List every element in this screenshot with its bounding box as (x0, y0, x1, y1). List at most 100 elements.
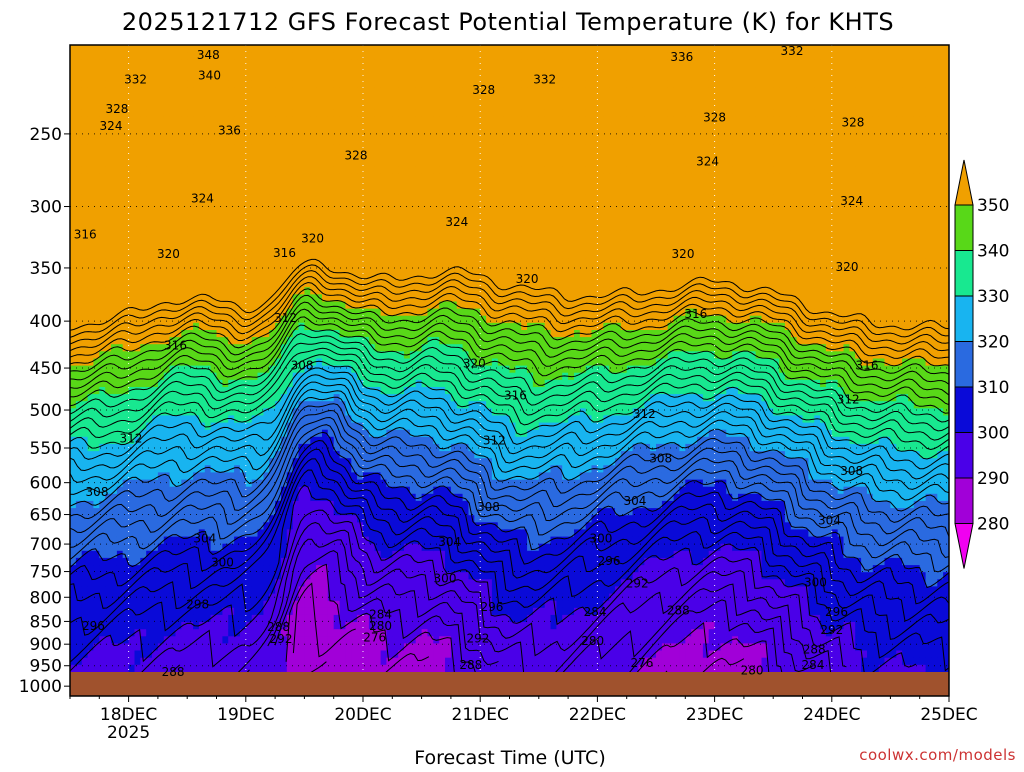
field-cell (257, 565, 264, 573)
field-cell (368, 600, 376, 609)
field-cell (152, 273, 159, 281)
field-cell (368, 59, 376, 67)
field-cell (386, 102, 393, 110)
field-cell (339, 123, 347, 132)
field-cell (70, 436, 77, 445)
field-cell (134, 550, 141, 559)
field-cell (357, 443, 364, 452)
field-cell (146, 144, 153, 153)
field-cell (128, 308, 136, 317)
field-cell (386, 629, 393, 637)
field-cell (275, 223, 282, 231)
field-cell (281, 593, 288, 602)
field-cell (105, 522, 112, 530)
field-cell (128, 557, 136, 566)
field-cell (298, 586, 305, 595)
field-cell (181, 607, 188, 616)
field-cell (87, 586, 95, 595)
field-cell (75, 216, 83, 224)
field-cell (368, 216, 376, 224)
field-cell (368, 201, 376, 210)
field-cell (169, 529, 177, 538)
field-cell (116, 94, 124, 103)
field-cell (193, 572, 200, 580)
field-cell (269, 216, 276, 224)
field-cell (380, 401, 388, 409)
field-cell (210, 664, 218, 673)
field-cell (116, 273, 124, 281)
field-cell (193, 387, 200, 395)
field-cell (87, 394, 95, 402)
field-cell (286, 102, 294, 110)
field-cell (357, 73, 364, 82)
field-cell (111, 465, 118, 473)
field-cell (368, 265, 376, 274)
field-cell (222, 500, 229, 509)
field-cell (87, 208, 95, 217)
field-cell (368, 622, 376, 630)
field-cell (187, 550, 194, 559)
field-cell (357, 664, 364, 673)
field-cell (81, 572, 89, 580)
field-cell (134, 643, 141, 652)
field-cell (75, 607, 83, 616)
field-cell (368, 180, 376, 189)
field-cell (146, 223, 153, 231)
field-cell (234, 429, 241, 438)
field-cell (269, 593, 276, 602)
field-cell (169, 465, 177, 473)
field-cell (275, 657, 282, 666)
field-cell (368, 387, 376, 395)
field-cell (204, 194, 212, 203)
field-cell (251, 52, 259, 60)
field-cell (81, 614, 89, 623)
field-cell (198, 216, 206, 224)
field-cell (363, 73, 370, 82)
field-cell (292, 315, 300, 324)
field-cell (216, 308, 223, 317)
field-cell (298, 87, 305, 96)
field-cell (157, 244, 165, 253)
field-cell (157, 657, 165, 666)
field-cell (345, 137, 352, 146)
field-cell (198, 280, 206, 288)
field-cell (116, 650, 124, 659)
field-cell (181, 287, 188, 295)
field-cell (357, 401, 364, 409)
field-cell (152, 550, 159, 559)
field-cell (210, 387, 218, 395)
field-cell (251, 351, 259, 359)
field-cell (386, 330, 393, 338)
field-cell (99, 208, 106, 217)
field-cell (157, 422, 165, 431)
field-cell (93, 358, 100, 367)
field-cell (322, 330, 329, 338)
field-cell (105, 493, 112, 502)
field-cell (181, 379, 188, 388)
field-cell (304, 614, 311, 623)
field-cell (310, 479, 317, 488)
field-cell (193, 159, 200, 167)
field-cell (222, 622, 229, 630)
field-cell (351, 102, 358, 110)
field-cell (281, 565, 288, 573)
field-cell (146, 472, 153, 481)
field-cell (327, 237, 335, 245)
field-cell (357, 379, 364, 388)
field-cell (198, 643, 206, 652)
field-cell (105, 216, 112, 224)
field-cell (210, 216, 218, 224)
field-cell (310, 529, 317, 538)
field-cell (70, 308, 77, 317)
field-cell (193, 486, 200, 495)
field-cell (269, 351, 276, 359)
field-cell (263, 614, 270, 623)
field-cell (281, 166, 288, 174)
field-cell (99, 636, 106, 644)
field-cell (327, 116, 335, 124)
field-cell (304, 500, 311, 509)
field-cell (146, 372, 153, 381)
field-cell (380, 244, 388, 253)
field-cell (210, 116, 218, 124)
field-cell (128, 80, 136, 89)
